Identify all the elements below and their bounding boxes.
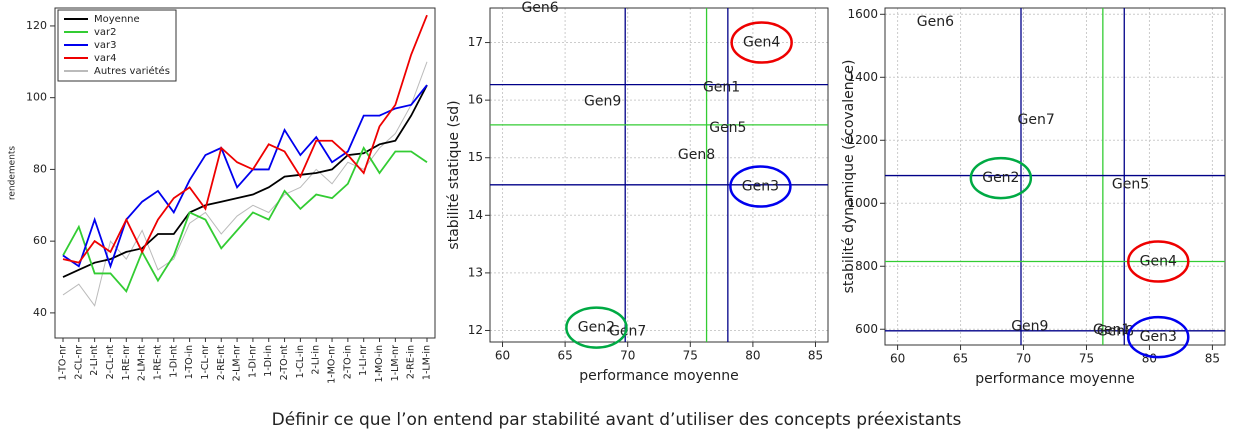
legend-label: var3 (94, 40, 117, 51)
highlight-circle (1127, 240, 1190, 283)
y-tick-label: 800 (855, 259, 878, 273)
y-tick-label: 16 (468, 93, 483, 107)
x-tick-label: 70 (620, 349, 635, 363)
x-tick-label: 1-RE-nr (121, 345, 132, 381)
plot-frame (489, 7, 829, 343)
point-label: Gen9 (1011, 319, 1048, 335)
x-tick-label: 60 (495, 349, 510, 363)
x-tick-label: 1-DI-in (263, 345, 274, 377)
highlight-circle (969, 156, 1033, 200)
x-tick-label: 1-TO-nr (58, 345, 69, 381)
point-label: Gen2 (982, 170, 1019, 186)
y-tick-label: 1200 (847, 133, 878, 147)
x-tick-label: 1-LI-nr (358, 345, 369, 376)
x-tick-label: 1-LM-in (422, 345, 433, 380)
x-tick-label: 60 (890, 352, 905, 366)
x-tick-label: 2-TO-nt (279, 345, 290, 381)
legend-label: var4 (94, 53, 117, 64)
y-tick-label: 1000 (847, 196, 878, 210)
y-tick-label: 100 (26, 91, 47, 104)
series-line (62, 84, 428, 270)
x-tick-label: 65 (953, 352, 968, 366)
x-tick-label: 2-LI-in (311, 345, 322, 375)
y-tick-label: 80 (33, 162, 47, 175)
point-label: Gen6 (521, 0, 558, 16)
point-label: Gen2 (578, 320, 615, 336)
charts: 40 60 80 100 120 rendements 1-TO-nr 2-CL-nr 2-LI… (8, 0, 1226, 387)
point-label: Gen3 (742, 179, 779, 195)
y-tick-label: 1600 (847, 7, 878, 21)
x-tick-label: 1-CL-in (295, 345, 306, 378)
x-tick-label: 1-DI-nr (247, 345, 258, 378)
x-tick-label: 2-LM-nr (232, 345, 243, 381)
point-label: Gen5 (1112, 176, 1149, 192)
x-tick-label: 1-TO-in (184, 345, 195, 379)
y-tick-label: 15 (468, 150, 483, 164)
point-label: Gen4 (743, 35, 780, 51)
point-label: Gen1 (703, 79, 740, 95)
point-label: Gen8 (1097, 323, 1134, 339)
x-tick-label: 70 (1016, 352, 1031, 366)
x-tick-label: 2-CL-nr (73, 345, 84, 380)
x-axis-label: performance moyenne (975, 371, 1135, 387)
x-tick-label: 1-LM-nr (390, 345, 401, 381)
point-label: Gen7 (1017, 112, 1054, 128)
y-tick-label: 40 (33, 306, 47, 319)
y-tick-label: 120 (26, 19, 47, 32)
legend-label: var2 (94, 27, 117, 38)
plot-frame (884, 7, 1226, 346)
x-tick-label: 2-RE-in (406, 345, 417, 379)
series-line (62, 145, 428, 294)
y-tick-label: 12 (468, 323, 483, 337)
y-axis-label: stabilité statique (sd) (446, 100, 462, 249)
x-tick-label: 75 (683, 349, 698, 363)
x-tick-label: 1-RE-nt (152, 345, 163, 381)
x-tick-label: 85 (808, 349, 823, 363)
y-tick-label: 60 (33, 234, 47, 247)
y-tick-label: 14 (468, 208, 483, 222)
series-line (62, 61, 428, 307)
point-label: Gen5 (709, 120, 746, 136)
point-label: Gen4 (1140, 254, 1177, 270)
x-tick-label: 2-RE-nt (216, 345, 227, 381)
point-label: Gen8 (678, 147, 715, 163)
point-label: Gen6 (917, 14, 954, 30)
y-tick-label: 17 (468, 35, 483, 49)
highlight-circle (565, 306, 628, 349)
x-tick-label: 1-DI-nt (168, 345, 179, 378)
x-tick-label: 75 (1079, 352, 1094, 366)
point-label: Gen7 (609, 324, 646, 340)
legend-label: Moyenne (94, 14, 140, 25)
x-tick-label: 2-LM-nt (137, 345, 148, 381)
point-label: Gen3 (1140, 329, 1177, 345)
series-line (62, 14, 428, 264)
highlight-circle (1127, 315, 1190, 359)
highlight-circle (729, 165, 792, 208)
x-axis-label: performance moyenne (579, 368, 739, 384)
series-line (62, 84, 428, 278)
y-tick-label: 1400 (847, 70, 878, 84)
x-tick-label: 85 (1205, 352, 1220, 366)
y-tick-label: 600 (855, 322, 878, 336)
x-tick-label: 1-MO-in (374, 345, 385, 383)
y-axis-label: stabilité dynamique (écovalence) (841, 60, 857, 294)
y-axis-label: rendements (8, 146, 18, 201)
plot-frame (54, 7, 436, 339)
x-tick-label: 1-MO-nr (327, 345, 338, 384)
x-tick-label: 80 (745, 349, 760, 363)
x-tick-label: 2-LI-nt (89, 345, 100, 376)
x-tick-label: 1-CL-nr (200, 345, 211, 380)
y-tick-label: 13 (468, 265, 483, 279)
legend-label: Autres variétés (94, 65, 170, 77)
x-tick-label: 2-CL-nt (105, 345, 116, 380)
caption: Définir ce que l’on entend par stabilité… (271, 410, 962, 430)
highlight-circle (730, 21, 793, 64)
point-label: Gen9 (584, 93, 621, 109)
point-label: Gen1 (1093, 322, 1130, 338)
x-tick-label: 65 (557, 349, 572, 363)
x-tick-label: 2-TO-in (342, 345, 353, 379)
